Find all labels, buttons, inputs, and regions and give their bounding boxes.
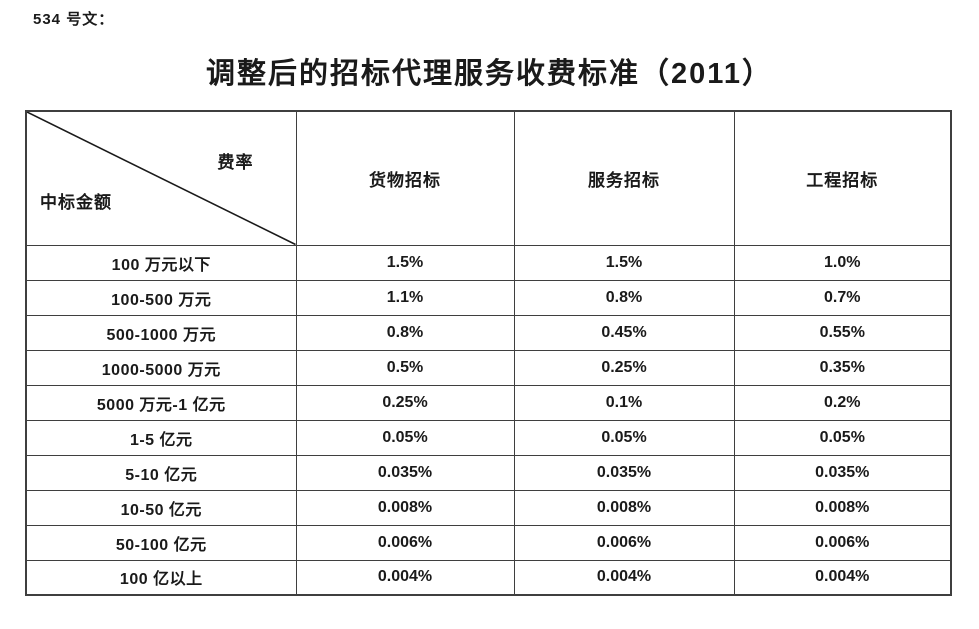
amount-range-cell: 5000 万元-1 亿元 (25, 384, 297, 421)
table-row: 100 亿以上 0.004% 0.004% 0.004% (25, 559, 952, 596)
table-row: 100-500 万元 1.1% 0.8% 0.7% (25, 279, 952, 316)
page-title: 调整后的招标代理服务收费标准（2011） (206, 58, 773, 90)
rate-cell: 0.8% (513, 279, 735, 316)
amount-range-cell: 10-50 亿元 (25, 489, 297, 526)
rate-cell: 0.006% (513, 524, 735, 561)
diagonal-corner-cell: 费率 中标金额 (25, 110, 297, 246)
table-row: 5-10 亿元 0.035% 0.035% 0.035% (25, 454, 952, 491)
rate-cell: 0.25% (513, 349, 735, 386)
rate-cell: 0.008% (513, 489, 735, 526)
doc-number: 534 号文： (33, 11, 115, 28)
column-header-service: 服务招标 (513, 110, 735, 246)
table-row: 1-5 亿元 0.05% 0.05% 0.05% (25, 419, 952, 456)
rate-cell: 0.25% (295, 384, 515, 421)
column-header-goods: 货物招标 (295, 110, 515, 246)
rate-cell: 0.05% (733, 419, 952, 456)
rate-cell: 0.035% (513, 454, 735, 491)
rate-cell: 0.05% (295, 419, 515, 456)
corner-label-rate: 费率 (217, 153, 254, 172)
rate-cell: 0.004% (733, 559, 952, 596)
rate-cell: 0.1% (513, 384, 735, 421)
table-row: 100 万元以下 1.5% 1.5% 1.0% (25, 244, 952, 281)
rate-cell: 0.05% (513, 419, 735, 456)
table-row: 50-100 亿元 0.006% 0.006% 0.006% (25, 524, 952, 561)
amount-range-cell: 1000-5000 万元 (25, 349, 297, 386)
amount-range-cell: 1-5 亿元 (25, 419, 297, 456)
amount-range-cell: 100 亿以上 (25, 559, 297, 596)
amount-range-cell: 100-500 万元 (25, 279, 297, 316)
rate-cell: 0.004% (513, 559, 735, 596)
amount-range-cell: 500-1000 万元 (25, 314, 297, 351)
amount-range-cell: 50-100 亿元 (25, 524, 297, 561)
rate-cell: 0.2% (733, 384, 952, 421)
rate-cell: 0.008% (733, 489, 952, 526)
amount-range-cell: 5-10 亿元 (25, 454, 297, 491)
rate-cell: 0.45% (513, 314, 735, 351)
rate-cell: 1.5% (295, 244, 515, 281)
rate-cell: 1.5% (513, 244, 735, 281)
rate-cell: 0.5% (295, 349, 515, 386)
rate-cell: 0.35% (733, 349, 952, 386)
rate-cell: 0.006% (295, 524, 515, 561)
amount-range-cell: 100 万元以下 (25, 244, 297, 281)
rate-cell: 0.035% (733, 454, 952, 491)
rate-cell: 0.008% (295, 489, 515, 526)
table-row: 500-1000 万元 0.8% 0.45% 0.55% (25, 314, 952, 351)
rate-cell: 0.004% (295, 559, 515, 596)
fee-rate-table: 费率 中标金额 货物招标 服务招标 工程招标 100 万元以下 1.5% 1.5… (25, 110, 952, 596)
column-header-engineering: 工程招标 (733, 110, 952, 246)
corner-label-amount: 中标金额 (40, 192, 112, 212)
rate-cell: 1.1% (295, 279, 515, 316)
rate-cell: 0.55% (733, 314, 952, 351)
header-row: 费率 中标金额 货物招标 服务招标 工程招标 (25, 110, 952, 246)
rate-cell: 0.035% (295, 454, 515, 491)
table-row: 1000-5000 万元 0.5% 0.25% 0.35% (25, 349, 952, 386)
diagonal-line (27, 112, 295, 244)
table-row: 10-50 亿元 0.008% 0.008% 0.008% (25, 489, 952, 526)
rate-cell: 0.7% (733, 279, 952, 316)
rate-cell: 1.0% (733, 244, 952, 281)
table-row: 5000 万元-1 亿元 0.25% 0.1% 0.2% (25, 384, 952, 421)
rate-cell: 0.8% (295, 314, 515, 351)
rate-cell: 0.006% (733, 524, 952, 561)
